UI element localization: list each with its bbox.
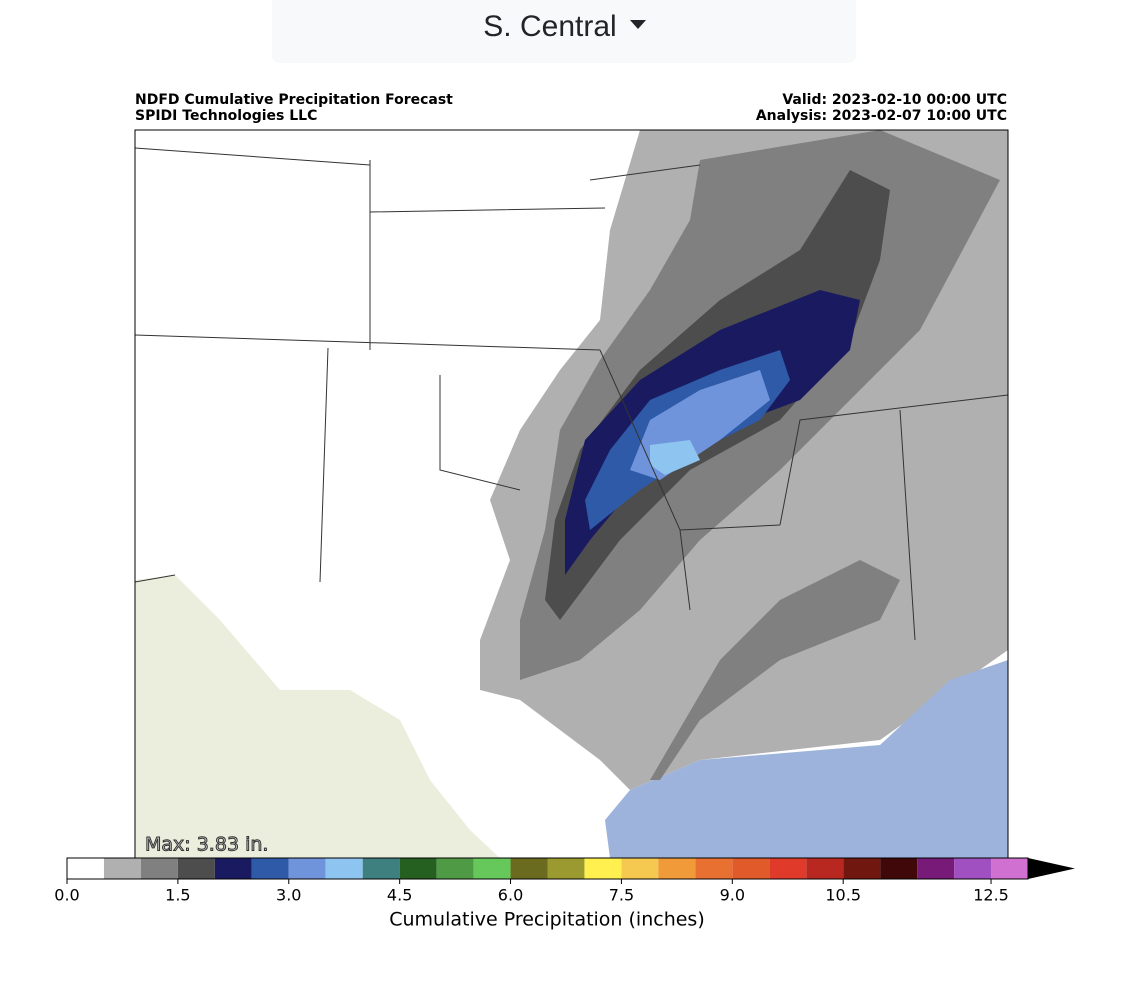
mexico [135, 575, 500, 858]
colorbar-tick-label: 12.5 [973, 886, 1009, 905]
colorbar-tick-label: 1.5 [165, 886, 190, 905]
colorbar-bin [67, 858, 104, 879]
analysis-time: Analysis: 2023-02-07 10:00 UTC [756, 108, 1007, 124]
colorbar-bin [510, 858, 548, 879]
colorbar-bin [140, 858, 178, 879]
colorbar-bin [954, 858, 992, 879]
colorbar-bin [362, 858, 400, 879]
colorbar-bin [806, 858, 844, 879]
colorbar-bin [473, 858, 511, 879]
colorbar: 0.0 1.5 3.0 4.5 6.0 7.5 9.0 10.5 12.5 [54, 857, 1075, 905]
colorbar-bin [880, 858, 918, 879]
state-borders [135, 147, 1008, 641]
colorbar-bin [732, 858, 770, 879]
colorbar-tick-label: 6.0 [498, 886, 523, 905]
colorbar-bin [991, 858, 1028, 879]
precip-area [650, 560, 900, 780]
gulf [605, 660, 1008, 858]
colorbar-bin [695, 858, 733, 879]
colorbar-bin [547, 858, 585, 879]
precip-area [650, 440, 700, 475]
colorbar-bin [436, 858, 474, 879]
colorbar-bin [214, 858, 252, 879]
colorbar-extend [1028, 858, 1075, 879]
map: Max: 3.83 in. [134, 129, 1009, 859]
map-credit: SPIDI Technologies LLC [135, 108, 317, 124]
colorbar-bin [769, 858, 807, 879]
colorbar-bin [251, 858, 289, 879]
colorbar-tick-label: 4.5 [387, 886, 412, 905]
colorbar-tick-label: 10.5 [825, 886, 861, 905]
colorbar-frame [66, 857, 1029, 880]
dropdown-label[interactable]: S. Central [483, 10, 616, 43]
caret[interactable] [630, 20, 646, 29]
colorbar-tick-label: 7.5 [609, 886, 634, 905]
max-label: Max: 3.83 in. [145, 834, 268, 856]
colorbar-bin [177, 858, 215, 879]
colorbar-label: Cumulative Precipitation (inches) [389, 909, 705, 931]
colorbar-bin [621, 858, 659, 879]
dropdown[interactable] [272, 0, 856, 63]
colorbar-bin [288, 858, 326, 879]
colorbar-bin [399, 858, 437, 879]
valid-time: Valid: 2023-02-10 00:00 UTC [782, 92, 1007, 108]
colorbar-bin [843, 858, 881, 879]
colorbar-tick-label: 3.0 [276, 886, 301, 905]
colorbar-bin [325, 858, 363, 879]
map-title: NDFD Cumulative Precipitation Forecast [135, 92, 453, 108]
colorbar-tick-label: 0.0 [54, 886, 79, 905]
colorbar-bin [917, 858, 955, 879]
colorbar-bin [658, 858, 696, 879]
colorbar-bin [584, 858, 622, 879]
colorbar-bin [103, 858, 141, 879]
colorbar-tick-label: 9.0 [720, 886, 745, 905]
